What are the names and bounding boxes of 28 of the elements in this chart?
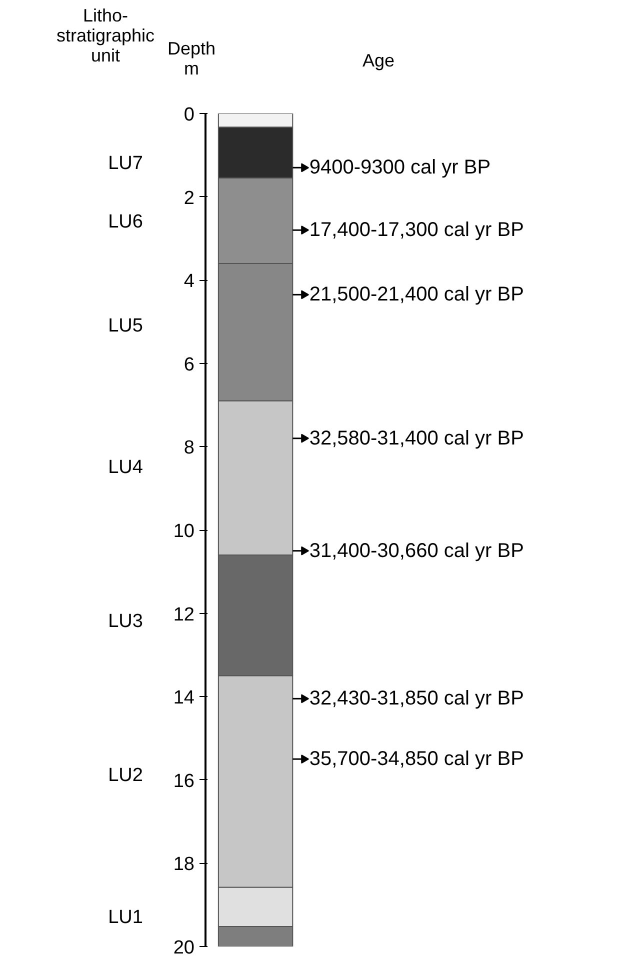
y-tick-label: 16	[173, 770, 195, 792]
annotation: 35,700-34,850 cal yr BP	[309, 748, 524, 770]
y-tick-label: 14	[173, 688, 195, 709]
y-tick-label: 8	[184, 438, 195, 459]
annotation: LU6	[108, 211, 143, 232]
annotation: 17,400-17,300 cal yr BP	[309, 219, 524, 242]
y-tick-label: 20	[173, 938, 195, 958]
annotation: 32,580-31,400 cal yr BP	[309, 427, 524, 450]
y-tick-label: 6	[184, 354, 195, 376]
annotation: 32,430-31,850 cal yr BP	[309, 688, 524, 710]
text: Age	[362, 50, 395, 70]
annotation: LU7	[108, 152, 143, 174]
annotation: 31,400-30,660 cal yr BP	[309, 540, 524, 562]
y-tick-label: 4	[184, 271, 195, 292]
text: Litho- stratigraphic unit	[56, 6, 155, 66]
annotation: LU3	[108, 611, 143, 632]
y-tick-label: 10	[173, 521, 195, 542]
y-axis-title: Depth m	[167, 38, 216, 78]
y-tick-label: 0	[184, 104, 195, 126]
annotation: LU5	[108, 315, 143, 336]
annotation: LU2	[108, 765, 143, 786]
annotation: 21,500-21,400 cal yr BP	[309, 284, 524, 306]
annotation: LU4	[108, 457, 144, 478]
annotation: 9400-9300 cal yr BP	[309, 156, 491, 179]
y-tick-label: 18	[173, 854, 195, 876]
annotation: LU1	[108, 906, 143, 928]
y-tick-label: 12	[173, 604, 195, 626]
y-tick-label: 2	[184, 188, 195, 209]
